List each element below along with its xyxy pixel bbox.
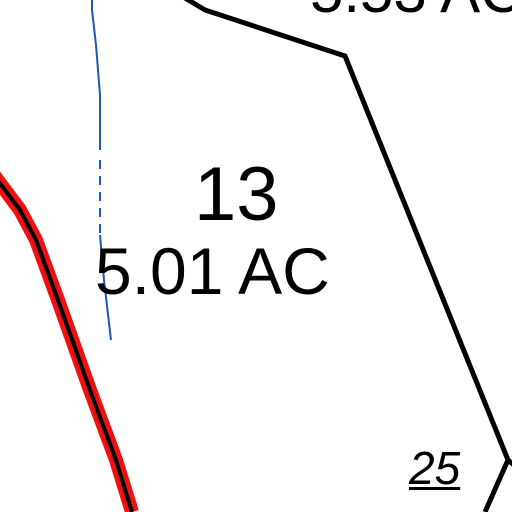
corner-number-label: 25 xyxy=(409,442,461,494)
road-centerline xyxy=(0,180,134,512)
stream-line-upper xyxy=(91,0,101,150)
lot-boundary-corner xyxy=(506,458,512,467)
stream-line-lower xyxy=(99,234,112,341)
lot-boundary xyxy=(183,0,511,512)
road-casing xyxy=(0,171,139,512)
neighbor-lot-area-label: 5.53 AC xyxy=(310,0,512,22)
lot-area-label: 5.01 AC xyxy=(95,234,330,308)
lot-number-label: 13 xyxy=(194,152,279,237)
